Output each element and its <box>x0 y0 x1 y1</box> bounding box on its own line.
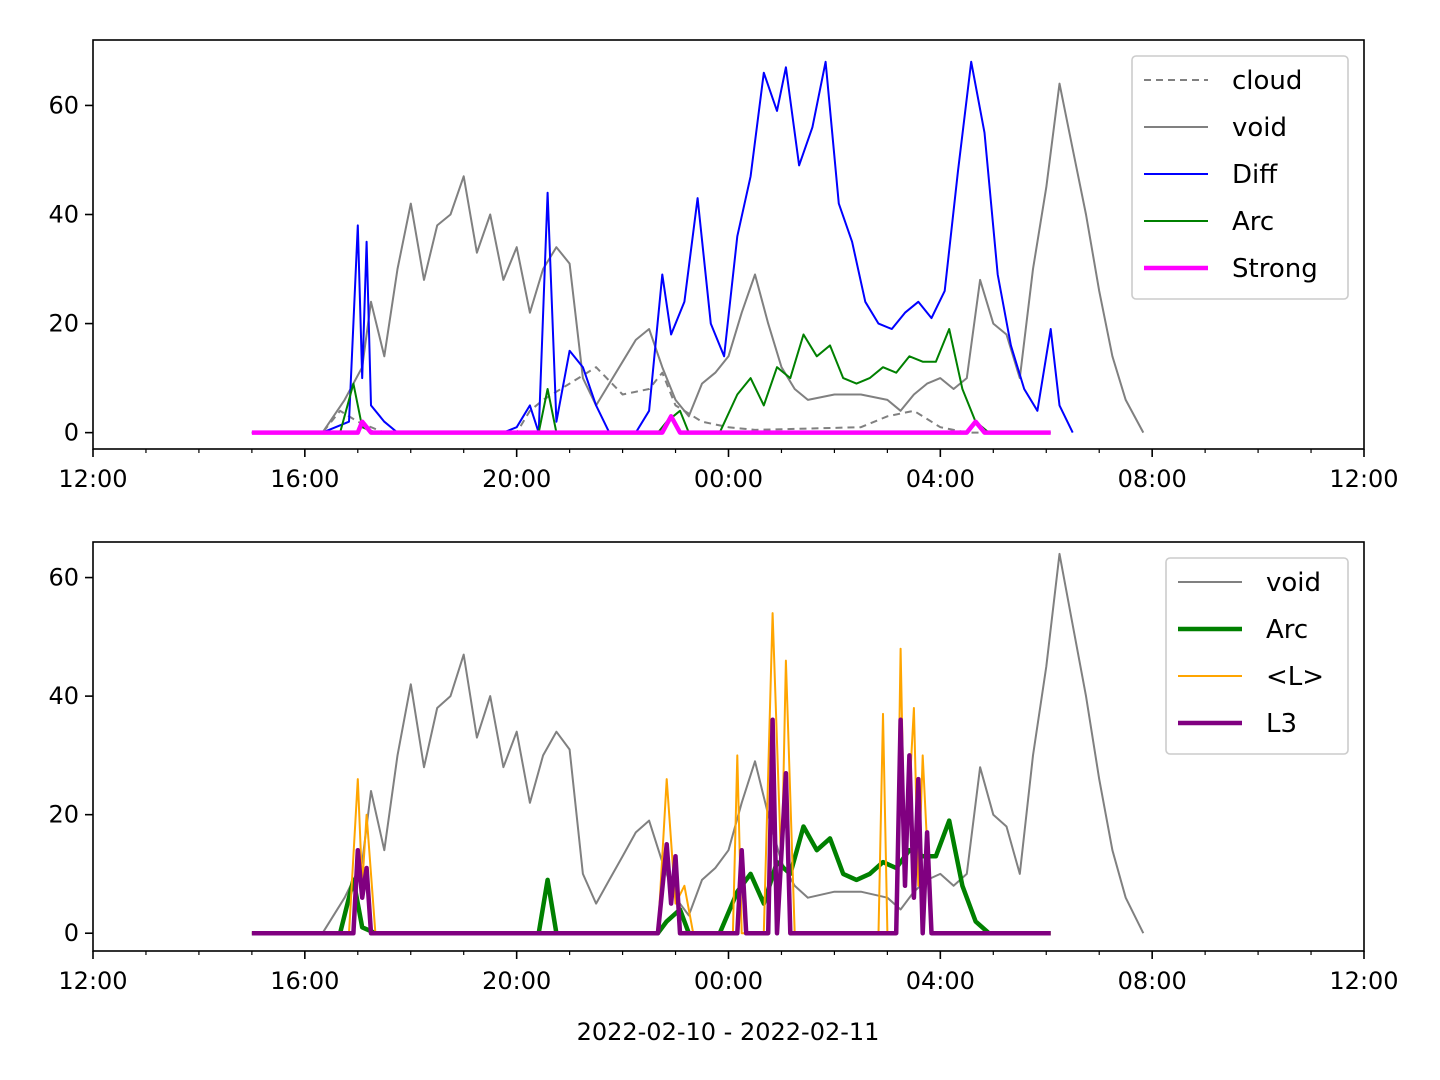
series-line-strong <box>251 414 1051 435</box>
x-tick-label: 12:00 <box>58 465 127 493</box>
series-line-l3 <box>251 717 1051 936</box>
legend-label-l3: L3 <box>1266 709 1297 739</box>
x-tick-label: 20:00 <box>482 465 551 493</box>
x-tick-label: 08:00 <box>1118 465 1187 493</box>
x-tick-label: 12:00 <box>1329 967 1398 995</box>
legend-label-arc: Arc <box>1266 615 1308 645</box>
legend-label-cloud: cloud <box>1232 66 1302 96</box>
x-tick-label: 12:00 <box>58 967 127 995</box>
series-line-diff <box>251 60 1074 434</box>
legend-box <box>1131 55 1349 300</box>
legend-label-void: void <box>1232 113 1287 143</box>
legend: void Arc <L> L3 <box>1165 557 1349 755</box>
legend-label-l: <L> <box>1266 662 1324 692</box>
y-tick-label: 60 <box>48 91 79 119</box>
x-tick-label: 00:00 <box>694 967 763 995</box>
x-tick-label: 00:00 <box>694 465 763 493</box>
y-tick-label: 40 <box>48 201 79 229</box>
legend-label-arc: Arc <box>1232 207 1274 237</box>
x-tick-label: 16:00 <box>270 465 339 493</box>
x-tick-label: 12:00 <box>1329 465 1398 493</box>
legend-label-strong: Strong <box>1232 254 1318 284</box>
x-tick-label: 04:00 <box>906 465 975 493</box>
y-tick-label: 60 <box>48 564 79 592</box>
x-axis-label: 2022-02-10 - 2022-02-11 <box>577 1018 880 1046</box>
series-line-void <box>251 552 1145 935</box>
series-line-cloud <box>251 366 1051 434</box>
y-tick-label: 0 <box>64 919 79 947</box>
top-chart-panel: 12:00 16:00 20:00 00:00 04:00 08:00 12:00 0 20 40… <box>48 39 1399 493</box>
legend: cloud void Diff Arc Strong <box>1131 55 1349 300</box>
series-line-arc <box>251 328 1051 434</box>
y-tick-label: 0 <box>64 419 79 447</box>
legend-label-void: void <box>1266 568 1321 598</box>
y-tick-label: 20 <box>48 310 79 338</box>
x-tick-label: 20:00 <box>482 967 551 995</box>
bottom-chart-panel: 12:00 16:00 20:00 00:00 04:00 08:00 12:00 0 20 40… <box>48 541 1399 995</box>
legend-label-diff: Diff <box>1232 160 1278 190</box>
x-tick-label: 16:00 <box>270 967 339 995</box>
y-tick-label: 20 <box>48 801 79 829</box>
y-tick-label: 40 <box>48 682 79 710</box>
x-tick-label: 04:00 <box>906 967 975 995</box>
legend-box <box>1165 557 1349 755</box>
series-line-void <box>251 82 1145 434</box>
x-tick-label: 08:00 <box>1118 967 1187 995</box>
